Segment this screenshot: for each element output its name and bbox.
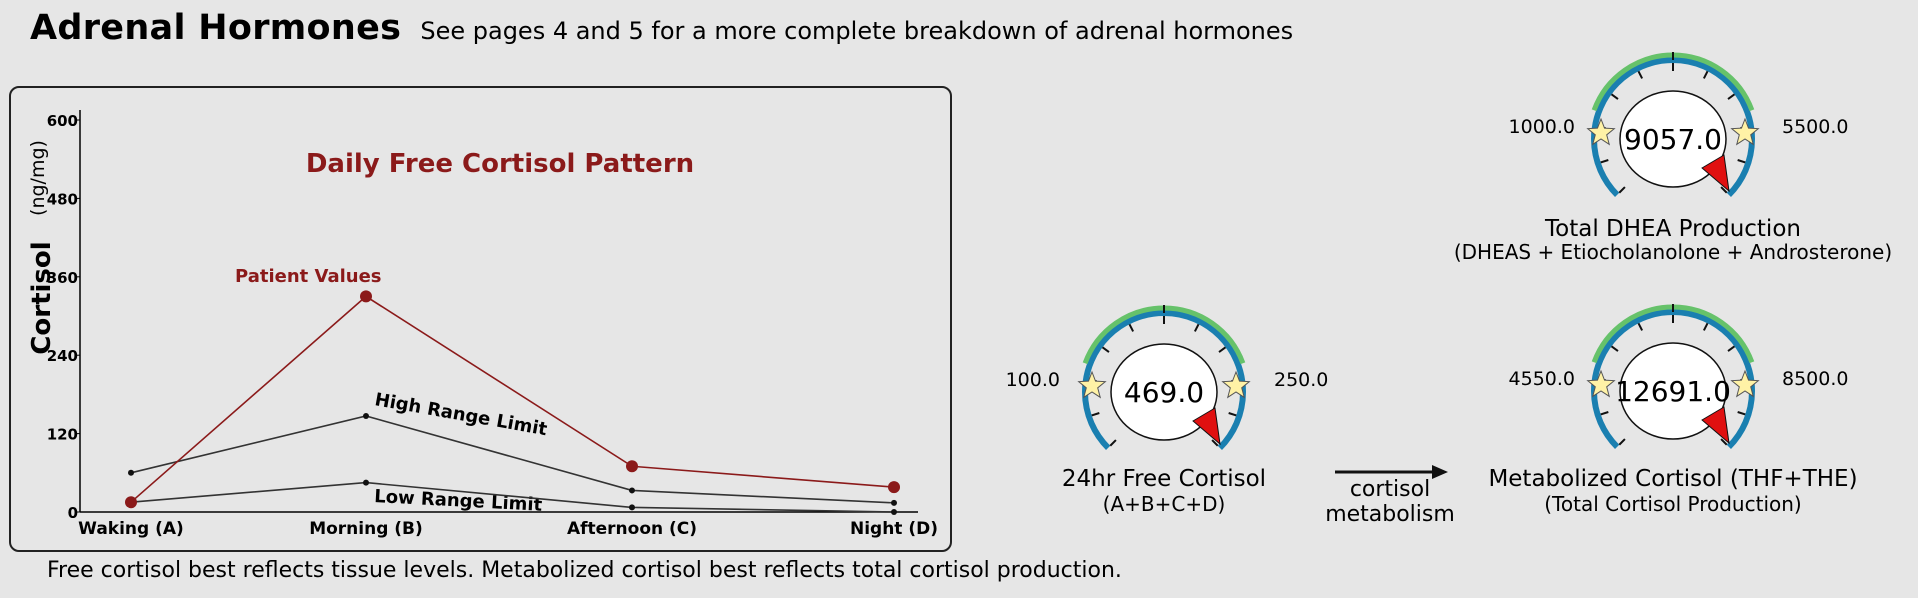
y-tick-label: 600 <box>47 112 78 130</box>
gauge-tick <box>1720 186 1728 194</box>
section-subtitle: See pages 4 and 5 for a more complete br… <box>420 17 1294 45</box>
gauge-subtitle: (A+B+C+D) <box>1103 492 1226 516</box>
y-tick-label: 480 <box>47 190 78 208</box>
arrow-label-line2: metabolism <box>1325 502 1455 527</box>
limit-star-icon <box>1730 117 1760 146</box>
gauge-tick <box>1702 322 1709 331</box>
x-tick-label: Night (D) <box>850 519 938 539</box>
limit-star-icon <box>1730 369 1760 398</box>
low-range-limit-line <box>130 481 895 513</box>
patient-values-point <box>888 481 900 494</box>
gauge-tick <box>1618 438 1626 446</box>
gauge-tick <box>1218 346 1227 353</box>
gauge-tick <box>1610 345 1619 352</box>
gauge-high-limit: 250.0 <box>1274 369 1328 391</box>
patient-values-point <box>626 460 638 473</box>
gauge-tick <box>1600 411 1609 416</box>
gauge-title: 24hr Free Cortisol <box>1062 466 1266 492</box>
gauge-tick <box>1610 93 1619 100</box>
gauge: 469.0 100.0 250.0 24hr Free Cortisol(A+B+C+… <box>1006 305 1328 516</box>
gauge-tick <box>1637 70 1644 79</box>
gauge-value: 469.0 <box>1124 376 1204 409</box>
x-tick-label: Waking (A) <box>78 519 184 539</box>
high-range-limit-point <box>128 469 134 476</box>
patient-values-line <box>130 295 895 503</box>
high-range-limit-point <box>363 412 369 419</box>
gauge-value: 9057.0 <box>1624 123 1722 156</box>
patient-values-point <box>360 290 372 303</box>
gauge-low-limit: 100.0 <box>1006 369 1060 391</box>
y-tick-label: 240 <box>47 347 78 365</box>
y-axis-unit: (ng/mg) <box>27 140 49 216</box>
gauge-needle <box>1701 154 1730 193</box>
gauge-tick <box>1727 93 1736 100</box>
gauge-low-limit: 1000.0 <box>1509 116 1575 138</box>
limit-star-icon <box>1221 370 1251 399</box>
gauge-tick <box>1618 186 1626 194</box>
section-header: Adrenal Hormones See pages 4 and 5 for a… <box>30 8 1293 48</box>
low-range-limit-point <box>891 509 897 515</box>
gauge-center <box>1619 90 1727 188</box>
gauge-value: 12691.0 <box>1615 375 1731 408</box>
cortisol-chart-panel <box>9 86 952 552</box>
metabolism-arrow-head-icon <box>1432 465 1448 479</box>
patient-values-label: Patient Values <box>235 266 382 287</box>
gauge-tick <box>1737 159 1746 164</box>
arrow-label: cortisol metabolism <box>1310 477 1470 527</box>
y-tick-label: 360 <box>47 269 78 287</box>
chart-title: Daily Free Cortisol Pattern <box>306 149 694 179</box>
x-tick-label: Afternoon (C) <box>567 519 697 539</box>
low-range-limit-point <box>629 504 635 511</box>
gauge-tick <box>1702 70 1709 79</box>
gauge-title: Metabolized Cortisol (THF+THE) <box>1488 466 1857 492</box>
section-title: Adrenal Hormones <box>30 8 402 48</box>
gauge-tick <box>1091 412 1100 417</box>
y-tick-label: 0 <box>68 504 78 522</box>
gauge: 9057.0 1000.0 5500.0 Total DHEA Production(… <box>1454 52 1892 264</box>
patient-values-point <box>125 496 137 509</box>
high-range-limit-line <box>130 415 895 504</box>
gauge: 12691.0 4550.0 8500.0 Metabolized Cortisol … <box>1488 304 1858 516</box>
gauge-tick <box>1637 322 1644 331</box>
gauge-tick <box>1600 159 1609 164</box>
x-tick-label: Morning (B) <box>309 519 423 539</box>
low-range-limit-point <box>363 479 369 486</box>
gauge-high-limit: 8500.0 <box>1782 368 1848 390</box>
gauge-tick <box>1128 323 1135 332</box>
gauge-subtitle: (DHEAS + Etiocholanolone + Androsterone) <box>1454 240 1892 264</box>
gauge-needle <box>1701 406 1730 445</box>
gauge-tick <box>1101 346 1110 353</box>
gauge-tick <box>1109 439 1117 447</box>
gauge-title: Total DHEA Production <box>1544 216 1801 242</box>
gauge-high-limit: 5500.0 <box>1782 116 1848 138</box>
gauge-needle <box>1192 407 1221 446</box>
gauge-tick <box>1737 411 1746 416</box>
gauge-tick <box>1193 323 1200 332</box>
high-range-limit-point <box>891 499 897 506</box>
gauge-subtitle: (Total Cortisol Production) <box>1544 492 1801 516</box>
gauge-tick <box>1727 345 1736 352</box>
gauge-low-limit: 4550.0 <box>1509 368 1575 390</box>
footnote: Free cortisol best reflects tissue level… <box>47 558 1122 583</box>
gauge-tick <box>1211 439 1219 447</box>
limit-star-icon <box>1586 117 1616 146</box>
y-tick-label: 120 <box>47 426 78 444</box>
y-axis-label: Cortisol <box>27 241 57 354</box>
gauge-tick <box>1228 412 1237 417</box>
high-range-limit-point <box>629 487 635 494</box>
gauge-center <box>1619 342 1727 440</box>
limit-star-icon <box>1077 370 1107 399</box>
gauge-tick <box>1720 438 1728 446</box>
arrow-label-line1: cortisol <box>1349 477 1431 502</box>
limit-star-icon <box>1586 369 1616 398</box>
gauge-center <box>1110 343 1218 441</box>
